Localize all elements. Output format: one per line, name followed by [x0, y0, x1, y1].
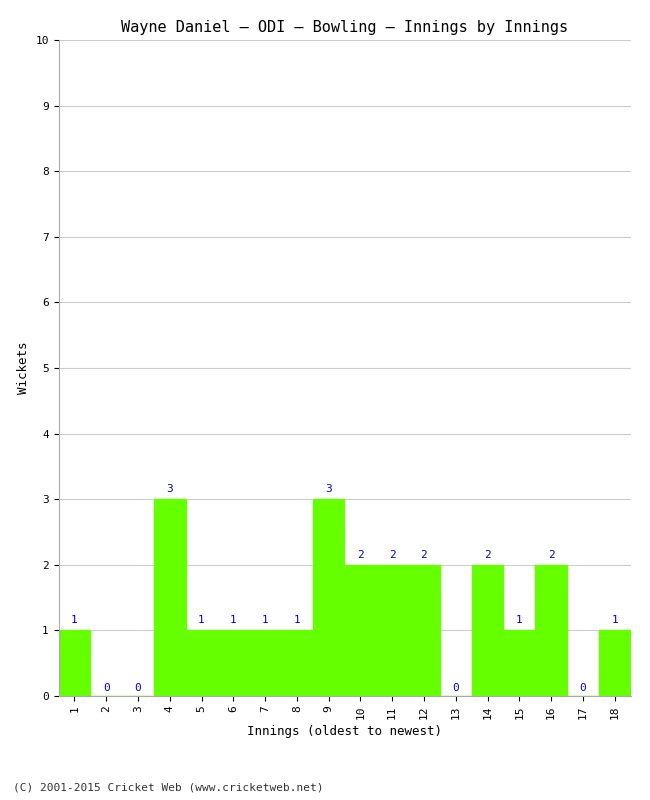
Bar [154, 499, 186, 696]
Text: 1: 1 [611, 615, 618, 625]
Bar [503, 630, 535, 696]
Bar [281, 630, 313, 696]
Text: 1: 1 [293, 615, 300, 625]
Bar [58, 630, 90, 696]
Text: 0: 0 [103, 682, 110, 693]
Text: 2: 2 [484, 550, 491, 559]
Text: 2: 2 [548, 550, 554, 559]
Bar [249, 630, 281, 696]
Text: (C) 2001-2015 Cricket Web (www.cricketweb.net): (C) 2001-2015 Cricket Web (www.cricketwe… [13, 782, 324, 792]
Text: 2: 2 [357, 550, 364, 559]
Bar [599, 630, 630, 696]
Text: 1: 1 [262, 615, 268, 625]
Text: 1: 1 [198, 615, 205, 625]
X-axis label: Innings (oldest to newest): Innings (oldest to newest) [247, 725, 442, 738]
Text: 1: 1 [516, 615, 523, 625]
Title: Wayne Daniel – ODI – Bowling – Innings by Innings: Wayne Daniel – ODI – Bowling – Innings b… [121, 20, 568, 34]
Text: 2: 2 [389, 550, 396, 559]
Y-axis label: Wickets: Wickets [17, 342, 30, 394]
Text: 1: 1 [230, 615, 237, 625]
Bar [344, 565, 376, 696]
Text: 3: 3 [325, 484, 332, 494]
Bar [472, 565, 503, 696]
Text: 0: 0 [135, 682, 141, 693]
Bar [535, 565, 567, 696]
Bar [313, 499, 344, 696]
Bar [376, 565, 408, 696]
Text: 0: 0 [452, 682, 459, 693]
Text: 0: 0 [579, 682, 586, 693]
Text: 3: 3 [166, 484, 173, 494]
Text: 1: 1 [71, 615, 78, 625]
Bar [186, 630, 217, 696]
Text: 2: 2 [421, 550, 427, 559]
Bar [408, 565, 440, 696]
Bar [217, 630, 249, 696]
